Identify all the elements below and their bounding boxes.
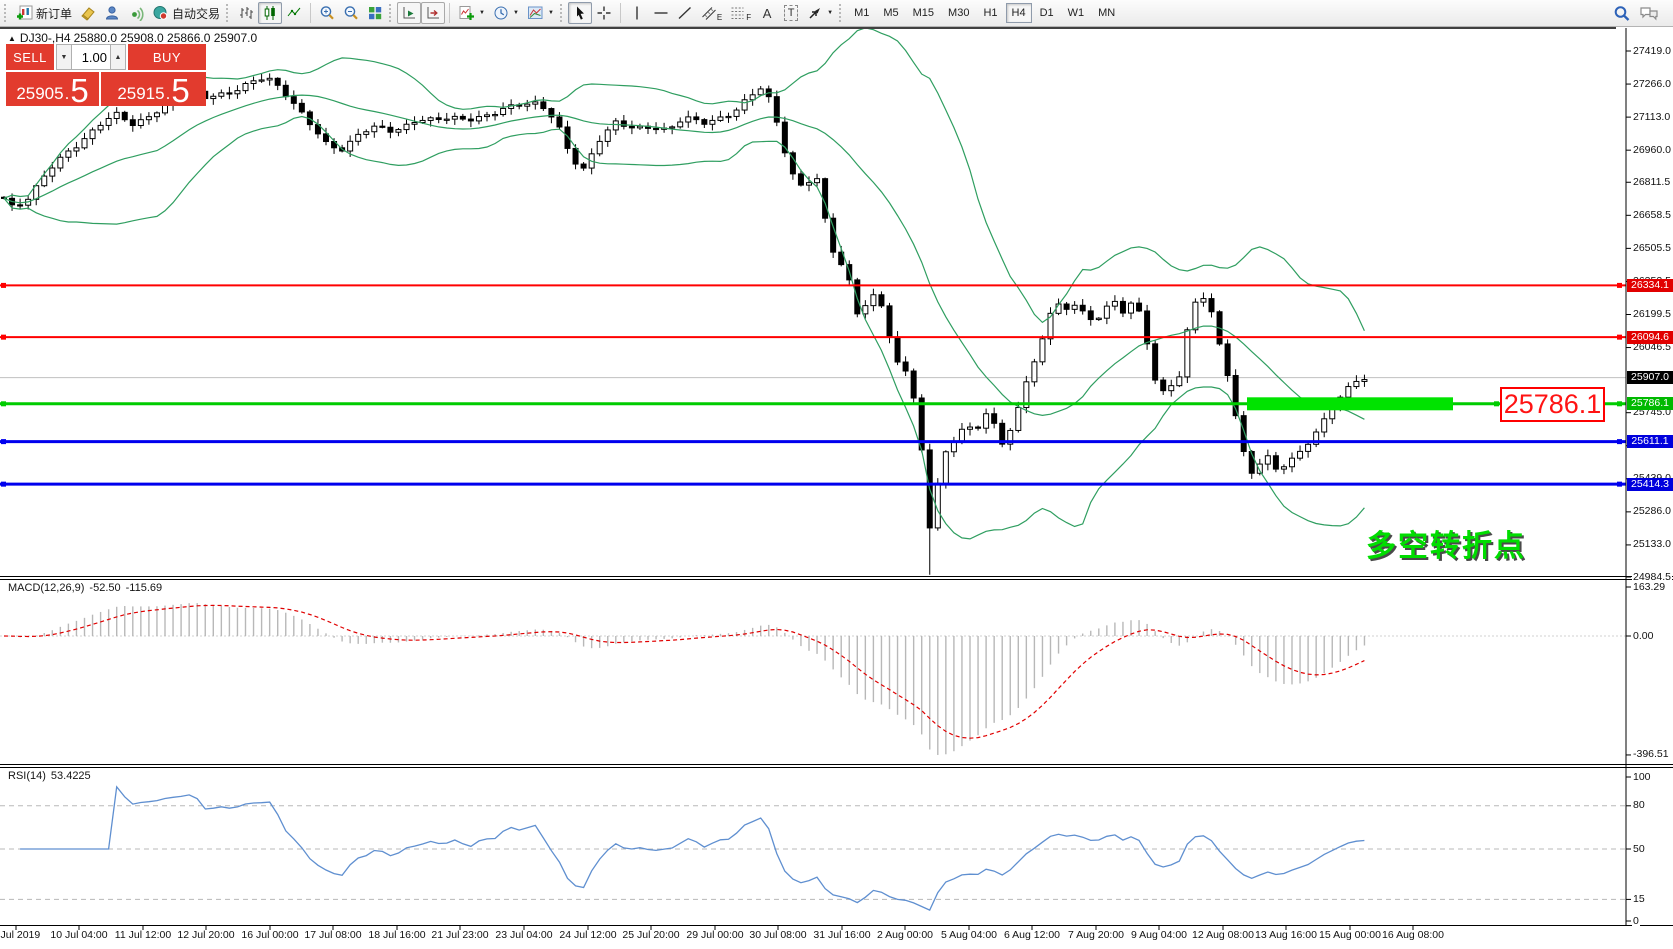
caret-down-icon: ▼ xyxy=(547,10,554,16)
main-toolbar: 新订单 自动交易 ▼ ▼ xyxy=(0,0,1673,27)
buy-button[interactable]: BUY xyxy=(128,44,206,70)
sell-price-display[interactable]: 25905. 5 xyxy=(6,71,99,109)
new-order-icon xyxy=(17,5,33,20)
text-button[interactable]: A xyxy=(755,2,779,24)
timeframe-m5-button[interactable]: M5 xyxy=(883,7,899,19)
fibonacci-button[interactable]: F xyxy=(726,2,755,24)
cursor-button[interactable] xyxy=(567,2,592,24)
auto-trading-icon xyxy=(153,6,168,20)
toolbar-grip[interactable] xyxy=(559,4,564,22)
zoom-in-icon xyxy=(320,6,334,20)
volume-spinner: ▼ ▲ xyxy=(56,44,126,70)
fibonacci-icon xyxy=(731,7,744,19)
bar-chart-icon xyxy=(240,7,254,19)
buy-price-main: 25915 xyxy=(117,84,165,104)
tile-windows-icon xyxy=(369,7,382,20)
candlestick-chart-button[interactable] xyxy=(258,2,283,24)
indicators-button[interactable]: ▼ xyxy=(454,2,489,24)
sell-price-big-digit: 5 xyxy=(70,71,89,109)
arrows-icon xyxy=(809,8,821,19)
timeframe-group: M1 M5 M15 M30 H1 H4 D1 W1 MN xyxy=(847,3,1122,23)
timeframe-mn-button[interactable]: MN xyxy=(1098,7,1116,19)
timeframe-w1-button[interactable]: W1 xyxy=(1067,7,1085,19)
horizontal-line-icon xyxy=(654,12,668,14)
auto-trading-label: 自动交易 xyxy=(172,6,221,21)
vertical-line-button[interactable] xyxy=(625,2,649,24)
timeframe-m30-button[interactable]: M30 xyxy=(948,7,970,19)
trendline-button[interactable] xyxy=(673,2,697,24)
chat-icon xyxy=(1640,7,1658,21)
one-click-trading-panel: SELL ▼ ▲ BUY 25905.5 25915.5 xyxy=(6,44,206,109)
caret-down-icon: ▼ xyxy=(827,10,834,16)
tile-windows-button[interactable] xyxy=(363,2,387,24)
signal-icon xyxy=(132,7,144,21)
zoom-in-button[interactable] xyxy=(315,2,339,24)
search-button[interactable] xyxy=(1609,2,1635,24)
caret-down-icon: ▼ xyxy=(479,10,485,16)
volume-decrease-button[interactable]: ▼ xyxy=(56,44,72,70)
line-chart-button[interactable] xyxy=(282,2,306,24)
channel-icon xyxy=(702,7,716,20)
horizontal-line-button[interactable] xyxy=(649,2,673,24)
channel-button[interactable]: E xyxy=(697,2,726,24)
volume-increase-button[interactable]: ▲ xyxy=(110,44,126,70)
signals-button[interactable] xyxy=(124,2,148,24)
toolbar-grip[interactable] xyxy=(226,4,230,22)
chart-shift-icon xyxy=(427,7,440,19)
crosshair-icon xyxy=(597,6,611,20)
auto-scroll-icon xyxy=(403,7,416,19)
bar-chart-button[interactable] xyxy=(234,2,258,24)
channel-sub-label: E xyxy=(716,12,723,22)
sell-price-dot: . xyxy=(64,84,70,104)
crosshair-button[interactable] xyxy=(592,2,616,24)
line-chart-icon xyxy=(287,7,301,17)
sell-button[interactable]: SELL xyxy=(6,44,54,70)
community-button[interactable] xyxy=(100,2,124,24)
buy-price-big-digit: 5 xyxy=(171,71,190,109)
auto-scroll-button[interactable] xyxy=(397,2,422,24)
label-button[interactable]: T xyxy=(779,2,803,24)
templates-icon xyxy=(527,6,543,19)
fibonacci-sub-label: F xyxy=(746,12,752,22)
label-tool-box: T xyxy=(783,5,799,21)
sell-price-main: 25905 xyxy=(16,84,64,104)
new-order-button[interactable]: 新订单 xyxy=(12,2,76,24)
volume-input[interactable] xyxy=(72,44,110,70)
periods-button[interactable]: ▼ xyxy=(489,2,523,24)
timeframe-h4-button[interactable]: H4 xyxy=(1005,3,1032,23)
timeframe-m1-button[interactable]: M1 xyxy=(854,7,870,19)
arrows-button[interactable]: ▼ xyxy=(803,2,837,24)
zoom-out-button[interactable] xyxy=(339,2,363,24)
buy-price-dot: . xyxy=(165,84,171,104)
templates-button[interactable]: ▼ xyxy=(523,2,558,24)
buy-price-display[interactable]: 25915. 5 xyxy=(101,71,206,109)
timeframe-m15-button[interactable]: M15 xyxy=(912,7,935,19)
zoom-out-icon xyxy=(344,6,358,20)
toolbar-grip[interactable] xyxy=(839,4,843,22)
eraser-icon xyxy=(81,7,95,21)
chat-button[interactable] xyxy=(1635,2,1663,24)
auto-trading-button[interactable]: 自动交易 xyxy=(148,2,224,24)
chart-shift-button[interactable] xyxy=(421,2,446,24)
search-icon xyxy=(1614,5,1630,21)
indicators-icon xyxy=(459,6,475,20)
new-order-label: 新订单 xyxy=(36,6,73,21)
trendline-icon xyxy=(678,6,691,20)
toolbar-grip[interactable] xyxy=(389,4,393,22)
caret-down-icon: ▼ xyxy=(512,10,519,16)
candlestick-chart-icon xyxy=(264,6,275,20)
timeframe-d1-button[interactable]: D1 xyxy=(1039,7,1054,19)
timeframe-h1-button[interactable]: H1 xyxy=(983,7,998,19)
eraser-button[interactable] xyxy=(76,2,100,24)
person-icon xyxy=(106,6,119,20)
cursor-icon xyxy=(576,6,584,20)
vertical-line-icon xyxy=(636,6,638,20)
text-tool-label: A xyxy=(762,5,772,21)
clock-icon xyxy=(494,6,508,20)
toolbar-grip[interactable] xyxy=(4,4,8,22)
